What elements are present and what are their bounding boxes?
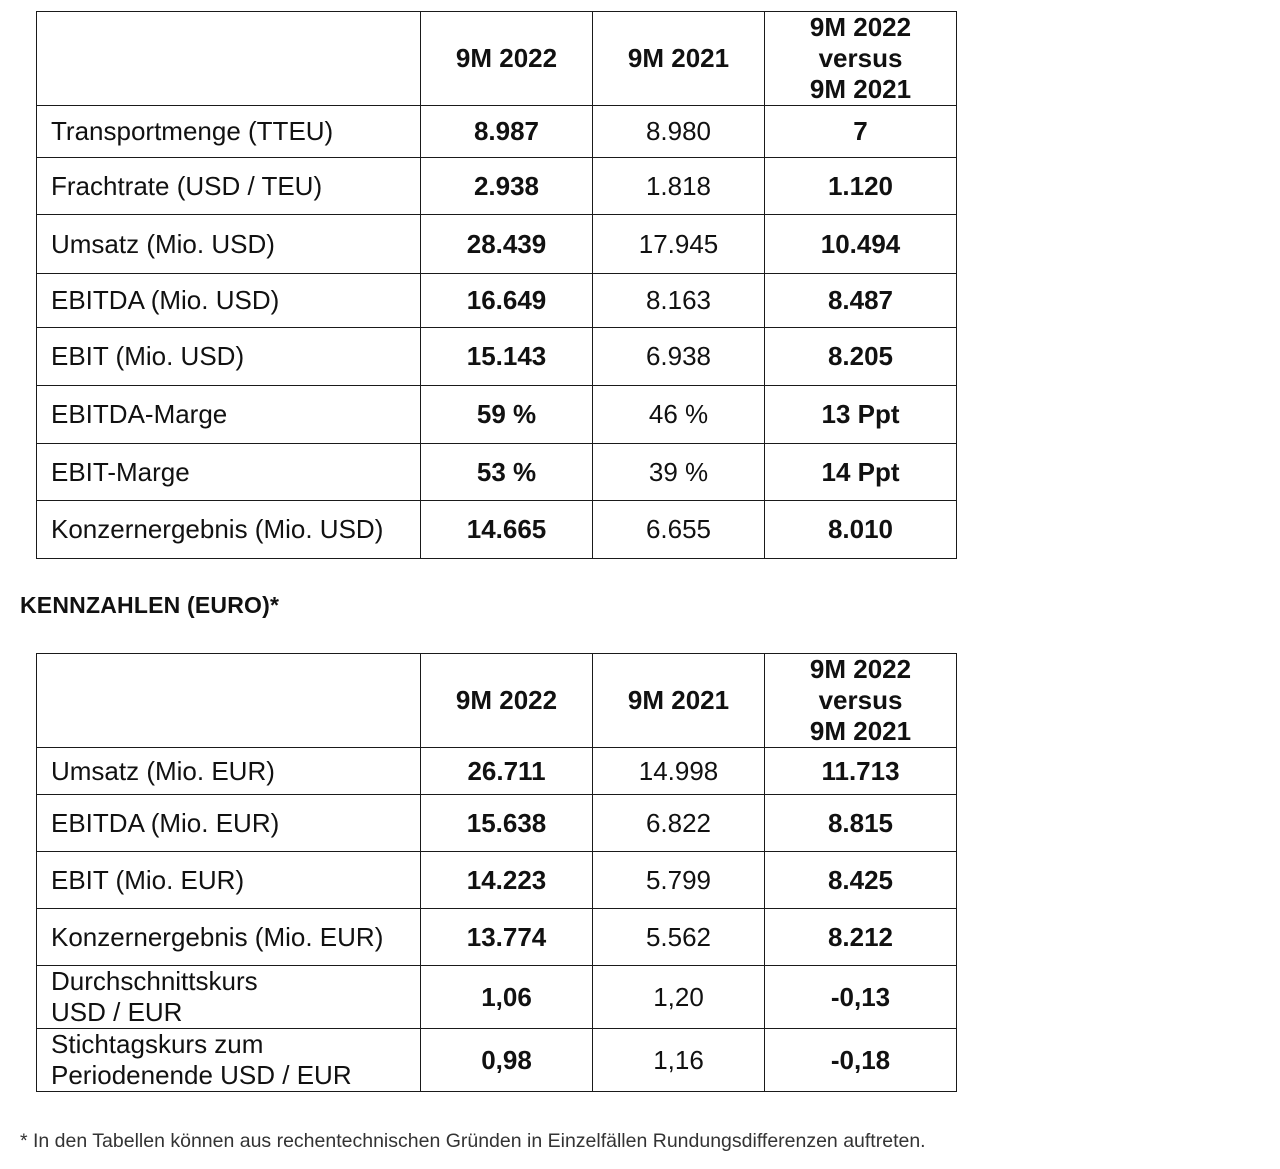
row-label-line: Stichtagskurs zum — [51, 1029, 264, 1060]
table-row: Konzernergebnis (Mio. USD) 14.665 6.655 … — [36, 500, 957, 559]
row-label-line: Periodenende USD / EUR — [51, 1060, 352, 1090]
row-label: Umsatz (Mio. USD) — [36, 214, 421, 274]
value-difference: -0,18 — [764, 1028, 957, 1092]
value-difference: 7 — [764, 105, 957, 158]
row-label-line: Durchschnittskurs — [51, 966, 258, 997]
header-versus-line: versus — [818, 685, 903, 715]
row-label: Stichtagskurs zum Periodenende USD / EUR — [36, 1028, 421, 1092]
value-9m-2022: 15.638 — [420, 794, 593, 852]
table-row: Umsatz (Mio. EUR) 26.711 14.998 11.713 — [36, 747, 957, 795]
table-row: EBIT (Mio. EUR) 14.223 5.799 8.425 — [36, 851, 957, 909]
row-label: Konzernergebnis (Mio. USD) — [36, 500, 421, 559]
header-9m-2022: 9M 2022 — [420, 653, 593, 748]
header-9m-2021: 9M 2021 — [592, 11, 765, 106]
value-difference: 14 Ppt — [764, 443, 957, 501]
footnote: * In den Tabellen können aus rechentechn… — [20, 1130, 926, 1152]
value-difference: 1.120 — [764, 157, 957, 215]
row-label: EBIT (Mio. USD) — [36, 327, 421, 386]
value-9m-2021: 8.980 — [592, 105, 765, 158]
value-9m-2021: 6.938 — [592, 327, 765, 386]
header-versus-line: 9M 2022 — [809, 654, 912, 685]
value-9m-2021: 39 % — [592, 443, 765, 501]
table-header-row: 9M 2022 9M 2021 9M 2022 versus 9M 2021 — [36, 11, 957, 106]
table-header-row: 9M 2022 9M 2021 9M 2022 versus 9M 2021 — [36, 653, 957, 748]
row-label: EBIT-Marge — [36, 443, 421, 501]
value-difference: 11.713 — [764, 747, 957, 795]
value-9m-2022: 14.223 — [420, 851, 593, 909]
value-9m-2022: 13.774 — [420, 908, 593, 966]
row-label: EBITDA (Mio. EUR) — [36, 794, 421, 852]
row-label-line: USD / EUR — [51, 997, 183, 1027]
value-9m-2021: 8.163 — [592, 273, 765, 328]
value-difference: 8.815 — [764, 794, 957, 852]
value-difference: 8.010 — [764, 500, 957, 559]
value-9m-2022: 28.439 — [420, 214, 593, 274]
value-9m-2021: 46 % — [592, 385, 765, 444]
row-label: EBIT (Mio. EUR) — [36, 851, 421, 909]
table-row: EBIT-Marge 53 % 39 % 14 Ppt — [36, 443, 957, 501]
value-9m-2021: 5.799 — [592, 851, 765, 909]
value-9m-2021: 5.562 — [592, 908, 765, 966]
table-row: Stichtagskurs zum Periodenende USD / EUR… — [36, 1028, 957, 1092]
row-label: Transportmenge (TTEU) — [36, 105, 421, 158]
eur-kpi-table: 9M 2022 9M 2021 9M 2022 versus 9M 2021 U… — [36, 653, 957, 1092]
table-row: Transportmenge (TTEU) 8.987 8.980 7 — [36, 105, 957, 158]
header-versus: 9M 2022 versus 9M 2021 — [764, 11, 957, 106]
value-9m-2022: 0,98 — [420, 1028, 593, 1092]
value-9m-2022: 59 % — [420, 385, 593, 444]
header-versus-line: 9M 2021 — [809, 74, 912, 104]
table-row: EBITDA-Marge 59 % 46 % 13 Ppt — [36, 385, 957, 444]
value-9m-2021: 6.655 — [592, 500, 765, 559]
table-row: Frachtrate (USD / TEU) 2.938 1.818 1.120 — [36, 157, 957, 215]
header-9m-2021: 9M 2021 — [592, 653, 765, 748]
header-9m-2022: 9M 2022 — [420, 11, 593, 106]
section-heading: KENNZAHLEN (EURO)* — [20, 592, 280, 618]
table-row: EBIT (Mio. USD) 15.143 6.938 8.205 — [36, 327, 957, 386]
row-label: EBITDA (Mio. USD) — [36, 273, 421, 328]
value-difference: 13 Ppt — [764, 385, 957, 444]
row-label: Umsatz (Mio. EUR) — [36, 747, 421, 795]
table-row: Konzernergebnis (Mio. EUR) 13.774 5.562 … — [36, 908, 957, 966]
value-9m-2022: 15.143 — [420, 327, 593, 386]
header-versus-line: 9M 2022 — [809, 12, 912, 43]
header-empty-cell — [36, 653, 421, 748]
value-difference: 8.212 — [764, 908, 957, 966]
value-9m-2022: 8.987 — [420, 105, 593, 158]
value-difference: 10.494 — [764, 214, 957, 274]
table-row: EBITDA (Mio. EUR) 15.638 6.822 8.815 — [36, 794, 957, 852]
value-9m-2021: 1,16 — [592, 1028, 765, 1092]
value-9m-2022: 26.711 — [420, 747, 593, 795]
row-label: Durchschnittskurs USD / EUR — [36, 965, 421, 1029]
value-difference: 8.205 — [764, 327, 957, 386]
header-versus: 9M 2022 versus 9M 2021 — [764, 653, 957, 748]
value-9m-2021: 1,20 — [592, 965, 765, 1029]
value-9m-2022: 16.649 — [420, 273, 593, 328]
row-label: Konzernergebnis (Mio. EUR) — [36, 908, 421, 966]
value-difference: -0,13 — [764, 965, 957, 1029]
value-difference: 8.425 — [764, 851, 957, 909]
header-empty-cell — [36, 11, 421, 106]
value-9m-2021: 17.945 — [592, 214, 765, 274]
value-9m-2022: 2.938 — [420, 157, 593, 215]
table-row: EBITDA (Mio. USD) 16.649 8.163 8.487 — [36, 273, 957, 328]
header-versus-line: 9M 2021 — [809, 716, 912, 746]
value-9m-2021: 14.998 — [592, 747, 765, 795]
value-difference: 8.487 — [764, 273, 957, 328]
value-9m-2022: 14.665 — [420, 500, 593, 559]
row-label: Frachtrate (USD / TEU) — [36, 157, 421, 215]
value-9m-2021: 6.822 — [592, 794, 765, 852]
value-9m-2022: 1,06 — [420, 965, 593, 1029]
table-row: Durchschnittskurs USD / EUR 1,06 1,20 -0… — [36, 965, 957, 1029]
value-9m-2022: 53 % — [420, 443, 593, 501]
table-row: Umsatz (Mio. USD) 28.439 17.945 10.494 — [36, 214, 957, 274]
header-versus-line: versus — [818, 43, 903, 73]
value-9m-2021: 1.818 — [592, 157, 765, 215]
usd-kpi-table: 9M 2022 9M 2021 9M 2022 versus 9M 2021 T… — [36, 11, 957, 559]
row-label: EBITDA-Marge — [36, 385, 421, 444]
